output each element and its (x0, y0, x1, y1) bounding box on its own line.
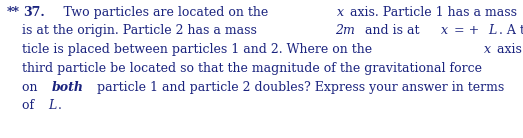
Text: L: L (488, 24, 496, 37)
Text: on: on (6, 80, 42, 94)
Text: and is at: and is at (361, 24, 423, 37)
Text: x: x (441, 24, 448, 37)
Text: . A third par-: . A third par- (499, 24, 523, 37)
Text: .: . (59, 99, 62, 112)
Text: x: x (484, 43, 491, 56)
Text: axis. Particle 1 has a mass: axis. Particle 1 has a mass (346, 6, 520, 18)
Text: third particle be located so that the magnitude of the gravitational force: third particle be located so that the ma… (6, 62, 482, 75)
Text: **: ** (6, 6, 19, 18)
Text: axis should the: axis should the (493, 43, 523, 56)
Text: Two particles are located on the: Two particles are located on the (51, 6, 272, 18)
Text: both: both (52, 80, 84, 94)
Text: ticle is placed between particles 1 and 2. Where on the: ticle is placed between particles 1 and … (6, 43, 377, 56)
Text: is at the origin. Particle 2 has a mass: is at the origin. Particle 2 has a mass (6, 24, 261, 37)
Text: = +: = + (450, 24, 480, 37)
Text: 2m: 2m (335, 24, 355, 37)
Text: L: L (48, 99, 56, 112)
Text: particle 1 and particle 2 doubles? Express your answer in terms: particle 1 and particle 2 doubles? Expre… (94, 80, 505, 94)
Text: 37.: 37. (23, 6, 45, 18)
Text: x: x (337, 6, 344, 18)
Text: of: of (6, 99, 38, 112)
